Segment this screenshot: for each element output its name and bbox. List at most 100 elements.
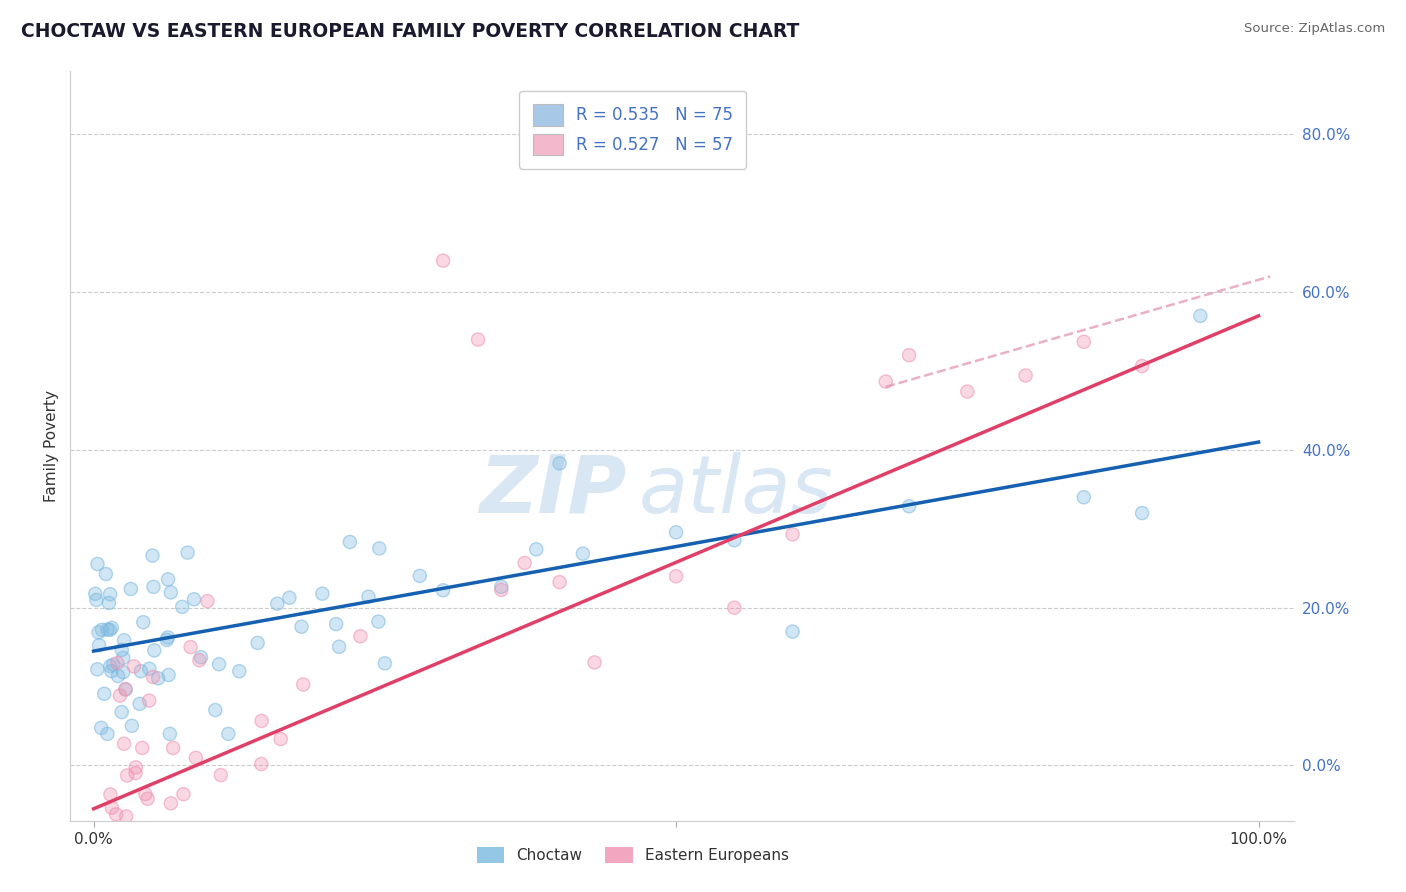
Point [723, 600, 745, 615]
Point [1014, 368, 1036, 383]
Point [583, 656, 606, 670]
Point [142, 670, 165, 684]
Text: atlas: atlas [640, 452, 834, 530]
Point [142, 670, 165, 684]
Point [146, 671, 169, 685]
Point [183, 592, 205, 607]
Point [105, 656, 128, 670]
Point [124, 766, 146, 780]
Point [548, 575, 571, 590]
Point [157, 572, 180, 586]
Point [90, 721, 112, 735]
Point [367, 615, 389, 629]
Point [1130, 506, 1153, 520]
Point [311, 587, 333, 601]
Point [665, 569, 688, 583]
Point [108, 689, 131, 703]
Point [100, 788, 122, 802]
Point [94, 566, 117, 581]
Point [349, 629, 371, 643]
Point [409, 569, 432, 583]
Point [172, 787, 194, 801]
Point [188, 653, 211, 667]
Point [513, 556, 536, 570]
Text: ZIP: ZIP [479, 452, 627, 530]
Point [246, 636, 269, 650]
Point [115, 809, 138, 823]
Point [98, 587, 121, 601]
Point [141, 549, 163, 563]
Point [228, 665, 250, 679]
Text: Source: ZipAtlas.com: Source: ZipAtlas.com [1244, 22, 1385, 36]
Point [84, 823, 107, 838]
Point [159, 727, 181, 741]
Point [184, 751, 207, 765]
Point [96, 623, 118, 637]
Point [157, 668, 180, 682]
Point [572, 547, 595, 561]
Point [176, 546, 198, 560]
Point [1189, 309, 1212, 323]
Point [723, 533, 745, 548]
Point [368, 541, 391, 556]
Point [156, 631, 179, 645]
Point [209, 768, 232, 782]
Point [898, 348, 921, 362]
Point [136, 791, 159, 805]
Point [138, 693, 160, 707]
Point [129, 664, 152, 678]
Point [432, 253, 454, 268]
Point [357, 590, 380, 604]
Point [98, 659, 121, 673]
Point [146, 671, 169, 685]
Point [190, 650, 212, 665]
Point [136, 791, 159, 805]
Point [142, 580, 165, 594]
Point [120, 582, 142, 596]
Point [183, 592, 205, 607]
Point [108, 689, 131, 703]
Point [328, 640, 350, 654]
Point [156, 631, 179, 645]
Point [156, 632, 179, 647]
Point [105, 656, 128, 670]
Point [98, 880, 121, 892]
Point [157, 572, 180, 586]
Point [111, 705, 134, 719]
Point [180, 640, 202, 654]
Point [87, 638, 110, 652]
Point [217, 727, 239, 741]
Point [111, 643, 134, 657]
Point [339, 535, 361, 549]
Point [228, 665, 250, 679]
Point [90, 721, 112, 735]
Point [898, 348, 921, 362]
Point [374, 657, 396, 671]
Point [723, 600, 745, 615]
Point [311, 587, 333, 601]
Point [129, 856, 152, 871]
Point [115, 768, 138, 782]
Point [134, 787, 156, 801]
Point [1073, 334, 1095, 349]
Point [98, 880, 121, 892]
Point [132, 615, 155, 630]
Point [208, 657, 231, 672]
Point [204, 703, 226, 717]
Point [278, 591, 301, 605]
Point [524, 542, 547, 557]
Point [160, 797, 183, 811]
Point [204, 703, 226, 717]
Point [121, 719, 143, 733]
Point [188, 653, 211, 667]
Point [122, 659, 145, 673]
Point [97, 596, 120, 610]
Point [491, 582, 513, 597]
Point [197, 594, 219, 608]
Point [266, 597, 288, 611]
Point [1189, 309, 1212, 323]
Point [491, 582, 513, 597]
Point [782, 527, 804, 541]
Point [91, 623, 114, 637]
Point [112, 737, 135, 751]
